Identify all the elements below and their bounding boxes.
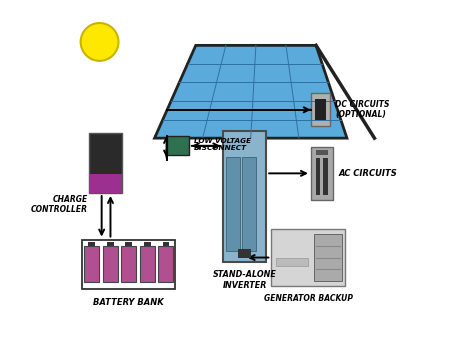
Circle shape bbox=[81, 23, 118, 61]
FancyBboxPatch shape bbox=[144, 242, 151, 246]
FancyBboxPatch shape bbox=[140, 246, 155, 282]
FancyBboxPatch shape bbox=[317, 150, 328, 155]
FancyBboxPatch shape bbox=[311, 93, 330, 126]
FancyBboxPatch shape bbox=[316, 158, 320, 195]
FancyBboxPatch shape bbox=[89, 174, 122, 193]
FancyBboxPatch shape bbox=[315, 99, 326, 120]
Text: DC CIRCUITS
(OPTIONAL): DC CIRCUITS (OPTIONAL) bbox=[335, 100, 390, 119]
FancyBboxPatch shape bbox=[102, 246, 118, 282]
FancyBboxPatch shape bbox=[238, 249, 251, 258]
FancyBboxPatch shape bbox=[121, 246, 137, 282]
FancyBboxPatch shape bbox=[82, 239, 175, 289]
Text: LOW VOLTAGE
DISCONNECT: LOW VOLTAGE DISCONNECT bbox=[194, 138, 251, 151]
FancyBboxPatch shape bbox=[158, 246, 173, 282]
Text: GENERATOR BACKUP: GENERATOR BACKUP bbox=[264, 295, 353, 304]
FancyBboxPatch shape bbox=[226, 157, 240, 252]
FancyBboxPatch shape bbox=[223, 131, 266, 262]
FancyBboxPatch shape bbox=[126, 242, 132, 246]
Text: BATTERY BANK: BATTERY BANK bbox=[93, 298, 164, 307]
FancyBboxPatch shape bbox=[311, 147, 333, 200]
FancyBboxPatch shape bbox=[276, 258, 308, 266]
FancyBboxPatch shape bbox=[271, 229, 345, 286]
FancyBboxPatch shape bbox=[89, 133, 122, 193]
FancyBboxPatch shape bbox=[242, 157, 256, 252]
Text: CHARGE
CONTROLLER: CHARGE CONTROLLER bbox=[30, 195, 88, 214]
FancyBboxPatch shape bbox=[88, 242, 95, 246]
Text: STAND-ALONE
INVERTER: STAND-ALONE INVERTER bbox=[213, 270, 277, 290]
FancyBboxPatch shape bbox=[84, 246, 99, 282]
FancyBboxPatch shape bbox=[314, 234, 342, 282]
FancyBboxPatch shape bbox=[166, 136, 189, 155]
FancyBboxPatch shape bbox=[107, 242, 114, 246]
FancyBboxPatch shape bbox=[323, 158, 328, 195]
FancyBboxPatch shape bbox=[163, 242, 169, 246]
Text: AC CIRCUITS: AC CIRCUITS bbox=[338, 169, 397, 178]
Polygon shape bbox=[155, 45, 347, 138]
